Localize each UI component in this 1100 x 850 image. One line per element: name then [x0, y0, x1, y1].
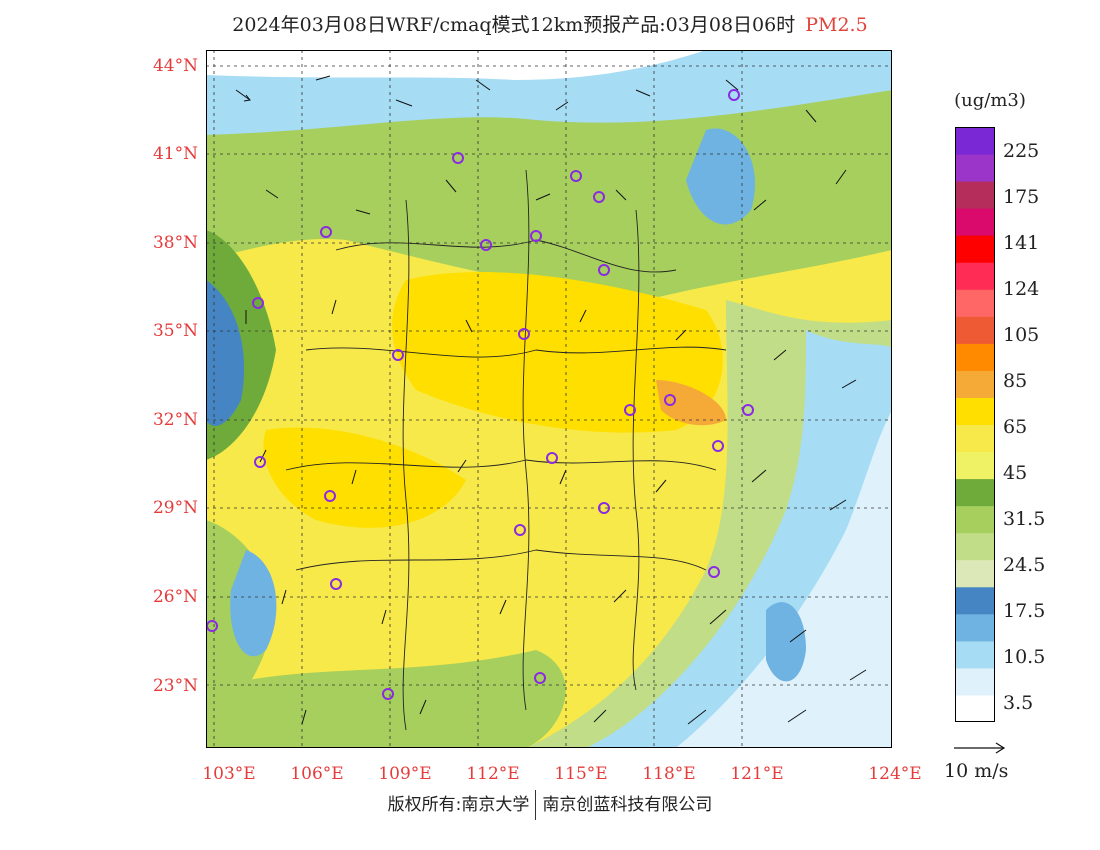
- lon-label-103e: 103°E: [202, 764, 256, 784]
- orange-hotspot: [656, 380, 726, 426]
- taiwan-region: [766, 602, 806, 682]
- legend-label-85: 85: [1003, 370, 1028, 392]
- legend-band: [955, 559, 995, 588]
- lat-label-35n: 35°N: [152, 321, 198, 341]
- wind-scale-arrow-icon: [954, 742, 1006, 754]
- legend-band: [955, 667, 995, 696]
- lat-label-38n: 38°N: [152, 233, 198, 253]
- map-frame: [206, 50, 892, 748]
- legend-band: [955, 451, 995, 480]
- legend-unit: (ug/m3): [954, 90, 1026, 111]
- copyright-footer: 版权所有:南京大学 南京创蓝科技有限公司: [0, 790, 1100, 820]
- map-title: 2024年03月08日WRF/cmaq模式12km预报产品:03月08日06时 P…: [0, 10, 1100, 37]
- lat-label-23n: 23°N: [152, 676, 198, 696]
- ocean-lightblue-region: [676, 410, 892, 748]
- legend-label-17-5: 17.5: [1003, 600, 1046, 622]
- north-white-region: [206, 50, 706, 80]
- lon-label-106e: 106°E: [290, 764, 344, 784]
- wind-scale-label: 10 m/s: [944, 760, 1009, 782]
- lon-label-112e: 112°E: [466, 764, 520, 784]
- copyright-right: 南京创蓝科技有限公司: [542, 795, 713, 815]
- legend-label-45: 45: [1003, 462, 1028, 484]
- legend-band: [955, 613, 995, 642]
- legend-band: [955, 424, 995, 453]
- legend-band: [955, 640, 995, 669]
- lat-label-32n: 32°N: [152, 410, 198, 430]
- legend-label-31-5: 31.5: [1003, 508, 1046, 530]
- southwest-blue-region: [230, 550, 277, 657]
- legend-band: [955, 127, 995, 155]
- legend-band: [955, 586, 995, 615]
- lat-label-29n: 29°N: [152, 498, 198, 518]
- legend-band: [955, 181, 995, 209]
- lon-label-118e: 118°E: [642, 764, 696, 784]
- legend-band: [955, 694, 995, 722]
- legend-label-124: 124: [1003, 278, 1040, 300]
- legend-frame: [955, 127, 995, 722]
- legend-label-105: 105: [1003, 324, 1040, 346]
- legend-band: [955, 505, 995, 534]
- legend-label-3-5: 3.5: [1003, 692, 1034, 714]
- legend-band: [955, 370, 995, 398]
- footer-separator: [535, 790, 537, 820]
- legend-band: [955, 154, 995, 182]
- legend-band: [955, 235, 995, 263]
- legend-label-65: 65: [1003, 416, 1028, 438]
- legend-label-225: 225: [1003, 140, 1040, 162]
- bohai-blue-region: [686, 128, 755, 225]
- lat-label-44n: 44°N: [152, 56, 198, 76]
- legend-label-10-5: 10.5: [1003, 646, 1046, 668]
- lon-label-115e: 115°E: [554, 764, 608, 784]
- legend-band: [955, 289, 995, 317]
- legend-band: [955, 397, 995, 425]
- west-yellow-hotspot: [263, 427, 466, 528]
- lon-label-124e: 124°E: [868, 764, 922, 784]
- legend-band: [955, 316, 995, 344]
- color-legend: [955, 127, 995, 722]
- lat-label-26n: 26°N: [152, 587, 198, 607]
- lon-label-121e: 121°E: [730, 764, 784, 784]
- legend-band: [955, 532, 995, 561]
- legend-band: [955, 343, 995, 371]
- legend-label-24-5: 24.5: [1003, 554, 1046, 576]
- boundaries: [285, 169, 727, 731]
- legend-label-141: 141: [1003, 232, 1040, 254]
- legend-band: [955, 478, 995, 507]
- legend-band: [955, 262, 995, 290]
- title-text: 2024年03月08日WRF/cmaq模式12km预报产品:03月08日06时: [232, 14, 796, 36]
- pollutant-label: PM2.5: [805, 14, 868, 36]
- lon-label-109e: 109°E: [378, 764, 432, 784]
- copyright-left: 版权所有:南京大学: [387, 795, 530, 815]
- station-markers: [206, 89, 754, 700]
- lat-label-41n: 41°N: [152, 144, 198, 164]
- legend-label-175: 175: [1003, 186, 1040, 208]
- wind-vectors: [235, 75, 867, 725]
- legend-band: [955, 208, 995, 236]
- pm25-map: [206, 50, 892, 748]
- west-blue-region: [206, 280, 245, 426]
